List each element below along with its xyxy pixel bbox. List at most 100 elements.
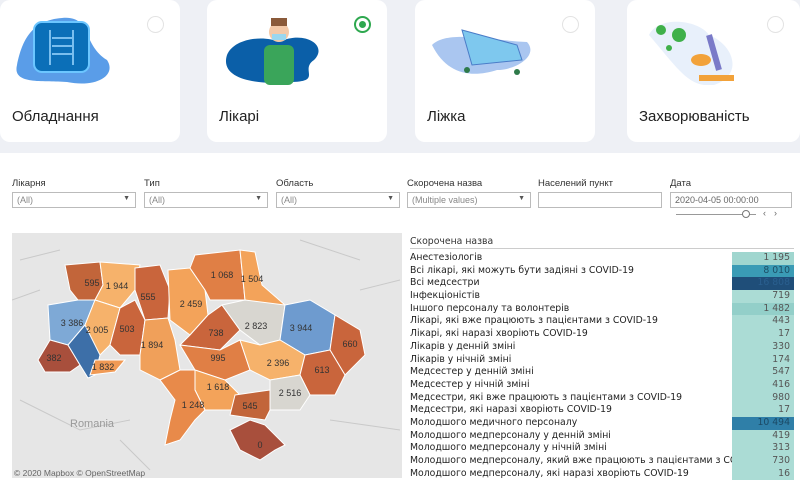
row-value: 17 [732, 328, 794, 341]
map-region[interactable] [67, 324, 101, 379]
table-row[interactable]: Медсестер у нічній зміні 416 [410, 378, 794, 392]
filter-label: Дата [670, 178, 692, 189]
table-row[interactable]: Медсестер у денній зміні 547 [410, 366, 794, 379]
table-row[interactable]: Молодшого медперсоналу у нічній зміні 313 [410, 442, 794, 455]
row-value: 16 808 [732, 277, 794, 291]
card-equipment[interactable]: Обладнання [0, 0, 180, 142]
type-select[interactable]: (All) ▼ [144, 192, 268, 208]
map-region[interactable] [229, 389, 271, 421]
region-value-label: 382 [46, 353, 61, 363]
region-value-label: 3 386 [61, 318, 84, 328]
table-row[interactable]: Іншого персоналу та волонтерів 1 482 [410, 302, 794, 316]
microscope-icon [649, 21, 734, 85]
region-value-label: 0 [257, 440, 262, 450]
row-value: 443 [732, 315, 794, 329]
row-name: Іншого персоналу та волонтерів [410, 302, 570, 314]
region-value-label: 1 504 [241, 274, 264, 284]
filter-date: Дата 2020-04-05 00:00:00 ‹ › [670, 178, 792, 222]
region-select[interactable]: (All) ▼ [276, 192, 400, 208]
card-doctors[interactable]: Лікарі [207, 0, 387, 142]
row-name: Лікарі, які вже працюють з пацієнтами з … [410, 315, 658, 327]
prev-icon[interactable]: ‹ [763, 208, 766, 218]
short-name-select[interactable]: (Multiple values) ▼ [407, 192, 531, 208]
table-row[interactable]: Лікарі, які наразі хворіють COVID-19 17 [410, 328, 794, 341]
table-row[interactable]: Всі медсестри 16 808 [410, 277, 794, 291]
row-value: 719 [732, 290, 794, 303]
row-name: Медсестер у денній зміні [410, 366, 534, 378]
table-row[interactable]: Анестезіологів 1 195 [410, 252, 794, 265]
row-value: 174 [732, 353, 794, 367]
table-row[interactable]: Медсестри, які вже працюють з пацієнтами… [410, 391, 794, 405]
date-slider[interactable]: ‹ › [670, 208, 792, 222]
row-value: 1 195 [732, 252, 794, 265]
filter-label: Лікарня [12, 178, 46, 189]
map-borders [12, 239, 401, 471]
table-row[interactable]: Лікарів у нічній зміні 174 [410, 353, 794, 367]
select-value: (All) [17, 195, 33, 205]
table-row[interactable]: Медсестри, які наразі хворіють COVID-19 1… [410, 404, 794, 417]
filter-label: Тип [144, 178, 160, 189]
table-row[interactable]: Молодшого медичного персоналу 10 494 [410, 416, 794, 430]
row-value: 547 [732, 366, 794, 379]
hospital-select[interactable]: (All) ▼ [12, 192, 136, 208]
card-label: Обладнання [12, 108, 99, 125]
filter-label: Населений пункт [538, 178, 613, 189]
filter-label: Область [276, 178, 314, 189]
staff-table: Скорочена назва Анестезіологів 1 195 Всі л… [410, 236, 794, 481]
row-name: Лікарів у денній зміні [410, 340, 516, 352]
map-region[interactable] [89, 359, 127, 376]
next-icon[interactable]: › [774, 208, 777, 218]
region-value-label: 1 068 [211, 270, 234, 280]
slider-handle[interactable] [742, 210, 750, 218]
row-value: 313 [732, 442, 794, 455]
table-row[interactable]: Молодшого медперсоналу, які наразі хворі… [410, 467, 794, 481]
card-beds[interactable]: Ліжка [415, 0, 595, 142]
table-row[interactable]: Молодшого медперсоналу у денній зміні 419 [410, 429, 794, 443]
select-value: (Multiple values) [412, 195, 478, 205]
table-row[interactable]: Молодшого медперсоналу, який вже працюют… [410, 455, 794, 468]
region-value-label: 2 005 [86, 325, 109, 335]
region-value-label: 2 396 [267, 358, 290, 368]
date-input[interactable]: 2020-04-05 00:00:00 [670, 192, 792, 208]
table-row[interactable]: Лікарів у денній зміні 330 [410, 340, 794, 354]
row-value: 1 482 [732, 302, 794, 316]
card-radio[interactable] [562, 16, 579, 33]
filter-hospital: Лікарня (All) ▼ [12, 178, 136, 208]
table-row[interactable]: Інфекціоністів 719 [410, 290, 794, 303]
region-value-label: 1 894 [141, 340, 164, 350]
map-region[interactable] [329, 314, 366, 376]
filter-locality: Населений пункт [538, 178, 662, 208]
card-radio[interactable] [767, 16, 784, 33]
row-name: Молодшого медперсоналу, які наразі хворі… [410, 467, 689, 479]
row-name: Медсестри, які наразі хворіють COVID-19 [410, 404, 612, 416]
filter-label: Скорочена назва [407, 178, 483, 189]
card-morbidity[interactable]: Захворюваність [627, 0, 800, 142]
table-row[interactable]: Лікарі, які вже працюють з пацієнтами з … [410, 315, 794, 329]
region-value-label: 2 823 [245, 321, 268, 331]
region-value-label: 595 [84, 278, 99, 288]
row-name: Всі лікарі, які можуть бути задіяні з CO… [410, 264, 634, 276]
locality-input[interactable] [538, 192, 662, 208]
filter-short-name: Скорочена назва (Multiple values) ▼ [407, 178, 531, 208]
row-name: Молодшого медперсоналу, який вже працюют… [410, 455, 743, 466]
row-value: 16 [732, 467, 794, 481]
row-name: Анестезіологів [410, 252, 483, 263]
select-value: (All) [281, 195, 297, 205]
map-region[interactable] [229, 419, 286, 461]
chevron-down-icon: ▼ [123, 195, 130, 202]
card-radio[interactable] [354, 16, 371, 33]
doctor-icon [225, 18, 319, 85]
select-value: (All) [149, 195, 165, 205]
card-label: Захворюваність [639, 108, 750, 125]
region-value-label: 1 832 [92, 362, 115, 372]
card-radio[interactable] [147, 16, 164, 33]
row-name: Всі медсестри [410, 277, 480, 289]
row-name: Молодшого медичного персоналу [410, 416, 578, 428]
region-value-label: 2 459 [180, 299, 203, 309]
table-row[interactable]: Всі лікарі, які можуть бути задіяні з CO… [410, 264, 794, 278]
region-value-label: 545 [242, 401, 257, 411]
row-value: 17 [732, 404, 794, 417]
row-value: 416 [732, 378, 794, 392]
map-region[interactable] [159, 369, 206, 446]
